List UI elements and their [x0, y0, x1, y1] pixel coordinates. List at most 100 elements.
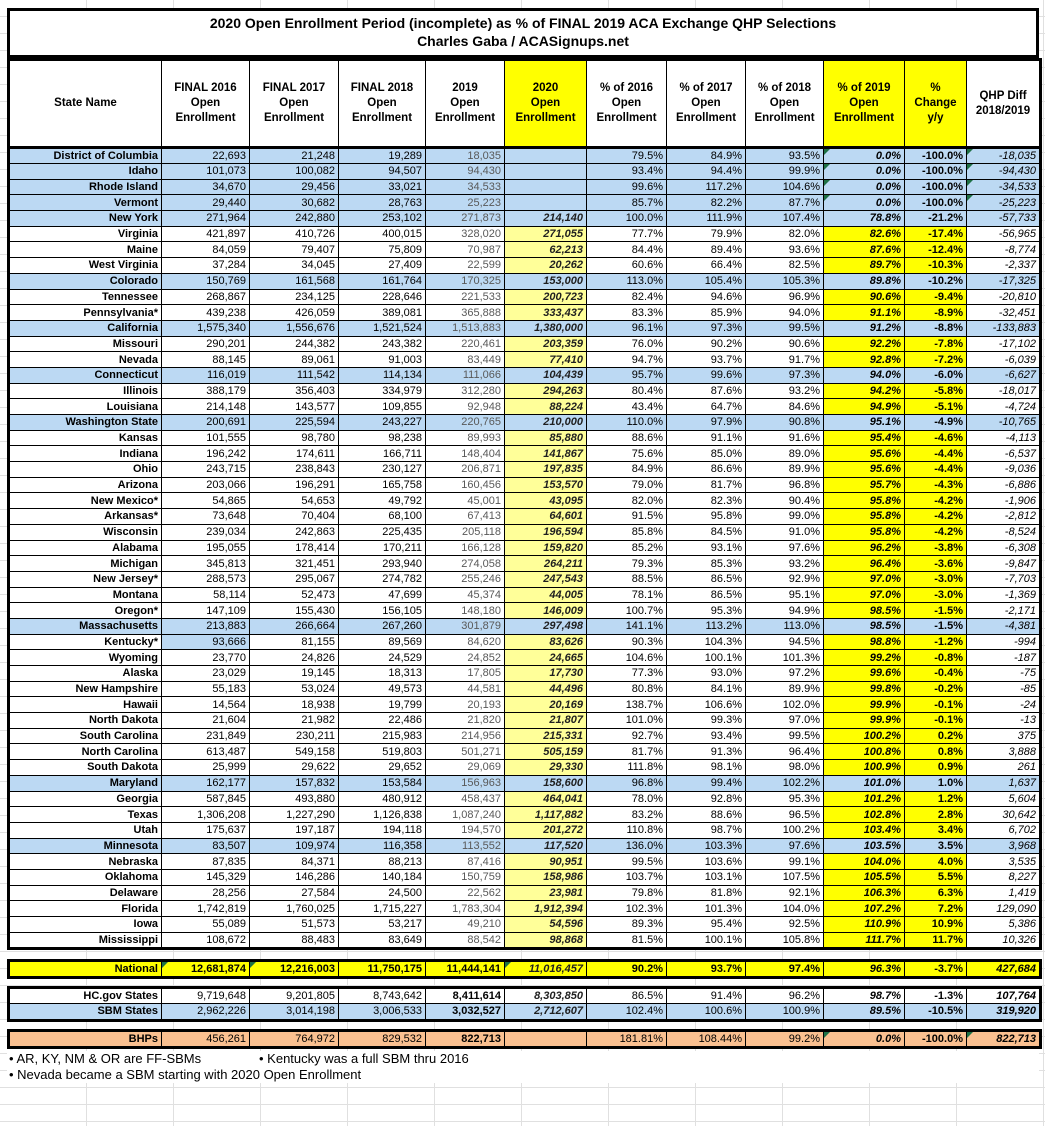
cell-pct-of-2016[interactable]: 99.5%	[586, 853, 667, 870]
cell-oe-2020[interactable]: 197,835	[504, 461, 587, 478]
cell-pct-of-2018[interactable]: 96.5%	[745, 806, 824, 823]
cell-final-2016[interactable]: 83,507	[161, 837, 250, 855]
cell-state-name[interactable]: Mississippi	[8, 931, 162, 949]
cell-pct-of-2018[interactable]: 89.9%	[745, 680, 824, 698]
cell-oe-2020[interactable]	[504, 194, 587, 212]
cell-final-2016[interactable]: 1,575,340	[161, 319, 250, 337]
cell-final-2017[interactable]: 174,611	[249, 445, 339, 463]
cell-state-name[interactable]: Missouri	[8, 335, 162, 353]
cell-pct-of-2019[interactable]: 97.0%	[823, 570, 905, 588]
cell-oe-2019[interactable]: 328,020	[425, 225, 505, 243]
cell-oe-2019[interactable]: 205,118	[425, 523, 505, 541]
cell-oe-2019[interactable]: 84,620	[425, 633, 505, 651]
cell-state-name[interactable]: Pennsylvania*	[8, 304, 162, 321]
cell-pct-of-2017[interactable]: 95.4%	[666, 916, 746, 933]
cell-pct-of-2019[interactable]: 102.8%	[823, 806, 905, 823]
cell-pct-of-2016[interactable]: 100.0%	[586, 210, 667, 227]
cell-pct-of-2019[interactable]: 0.0%	[823, 1029, 905, 1048]
cell-pct-of-2016[interactable]: 79.8%	[586, 884, 667, 902]
cell-pct-of-2017[interactable]: 101.3%	[666, 900, 746, 917]
cell-pct-of-2016[interactable]: 80.8%	[586, 680, 667, 698]
cell-final-2016[interactable]: 28,256	[161, 884, 250, 902]
cell-pct-of-2019[interactable]: 92.2%	[823, 335, 905, 353]
cell-final-2017[interactable]: 18,938	[249, 696, 339, 714]
cell-oe-2019[interactable]: 21,820	[425, 712, 505, 729]
cell-pct-change-yy[interactable]: -10.3%	[904, 257, 967, 274]
cell-final-2016[interactable]: 271,964	[161, 210, 250, 227]
cell-pct-of-2019[interactable]: 98.8%	[823, 633, 905, 651]
cell-pct-change-yy[interactable]: 2.8%	[904, 806, 967, 823]
cell-qhp-diff-2018-2019[interactable]: -9,036	[966, 461, 1041, 478]
cell-pct-change-yy[interactable]: -5.1%	[904, 398, 967, 415]
cell-pct-of-2019[interactable]: 95.6%	[823, 445, 905, 463]
cell-state-name[interactable]: Virginia	[8, 225, 162, 243]
cell-pct-change-yy[interactable]: -4.2%	[904, 492, 967, 510]
cell-oe-2019[interactable]: 89,993	[425, 429, 505, 447]
cell-pct-of-2016[interactable]: 90.3%	[586, 633, 667, 651]
cell-oe-2020[interactable]: 43,095	[504, 492, 587, 510]
cell-pct-change-yy[interactable]: 3.4%	[904, 821, 967, 839]
cell-final-2018[interactable]: 22,486	[338, 712, 426, 729]
cell-qhp-diff-2018-2019[interactable]: -7,703	[966, 570, 1041, 588]
cell-pct-of-2017[interactable]: 99.4%	[666, 774, 746, 792]
cell-pct-of-2019[interactable]: 100.8%	[823, 743, 905, 761]
cell-state-name[interactable]: Oregon*	[8, 602, 162, 619]
cell-pct-of-2018[interactable]: 107.5%	[745, 868, 824, 886]
cell-oe-2020[interactable]: 2,712,607	[504, 1003, 587, 1021]
cell-pct-of-2019[interactable]: 101.2%	[823, 790, 905, 808]
cell-pct-of-2018[interactable]: 84.6%	[745, 398, 824, 415]
cell-oe-2020[interactable]: 64,601	[504, 508, 587, 525]
cell-pct-of-2017[interactable]: 93.7%	[666, 959, 746, 978]
cell-pct-change-yy[interactable]: 11.7%	[904, 931, 967, 949]
cell-pct-change-yy[interactable]: -4.2%	[904, 508, 967, 525]
cell-state-name[interactable]: Minnesota	[8, 837, 162, 855]
cell-qhp-diff-2018-2019[interactable]: 30,642	[966, 806, 1041, 823]
cell-final-2018[interactable]: 215,983	[338, 727, 426, 745]
cell-pct-of-2018[interactable]: 94.0%	[745, 304, 824, 321]
cell-oe-2019[interactable]: 220,765	[425, 414, 505, 431]
cell-state-name[interactable]: Wyoming	[8, 649, 162, 666]
cell-pct-of-2018[interactable]: 113.0%	[745, 617, 824, 635]
cell-state-name[interactable]: Tennessee	[8, 288, 162, 306]
cell-state-name[interactable]: Michigan	[8, 555, 162, 572]
cell-pct-of-2017[interactable]: 82.2%	[666, 194, 746, 212]
cell-oe-2019[interactable]: 148,180	[425, 602, 505, 619]
cell-pct-of-2016[interactable]: 81.5%	[586, 931, 667, 949]
cell-oe-2019[interactable]: 156,963	[425, 774, 505, 792]
cell-qhp-diff-2018-2019[interactable]: -133,883	[966, 319, 1041, 337]
cell-final-2017[interactable]: 356,403	[249, 382, 339, 400]
cell-pct-change-yy[interactable]: -100.0%	[904, 163, 967, 180]
cell-pct-of-2019[interactable]: 99.8%	[823, 680, 905, 698]
cell-pct-of-2019[interactable]: 87.6%	[823, 241, 905, 259]
cell-oe-2019[interactable]: 45,374	[425, 586, 505, 604]
cell-final-2016[interactable]: 145,329	[161, 868, 250, 886]
cell-qhp-diff-2018-2019[interactable]: 8,227	[966, 868, 1041, 886]
cell-final-2016[interactable]: 196,242	[161, 445, 250, 463]
cell-qhp-diff-2018-2019[interactable]: -57,733	[966, 210, 1041, 227]
cell-final-2016[interactable]: 84,059	[161, 241, 250, 259]
cell-state-name[interactable]: Louisiana	[8, 398, 162, 415]
cell-oe-2020[interactable]: 21,807	[504, 712, 587, 729]
cell-qhp-diff-2018-2019[interactable]: -1,369	[966, 586, 1041, 604]
cell-state-name[interactable]: HC.gov States	[8, 986, 162, 1005]
cell-pct-of-2019[interactable]: 98.7%	[823, 986, 905, 1005]
cell-final-2018[interactable]: 49,573	[338, 680, 426, 698]
cell-pct-change-yy[interactable]: -3.0%	[904, 570, 967, 588]
cell-final-2016[interactable]: 34,670	[161, 178, 250, 196]
cell-pct-of-2017[interactable]: 93.7%	[666, 351, 746, 368]
cell-oe-2020[interactable]: 104,439	[504, 366, 587, 384]
cell-pct-of-2017[interactable]: 88.6%	[666, 806, 746, 823]
cell-pct-of-2019[interactable]: 0.0%	[823, 163, 905, 180]
cell-pct-of-2018[interactable]: 91.7%	[745, 351, 824, 368]
cell-final-2018[interactable]: 165,758	[338, 476, 426, 494]
cell-pct-change-yy[interactable]: -3.6%	[904, 555, 967, 572]
cell-oe-2020[interactable]: 77,410	[504, 351, 587, 368]
cell-final-2016[interactable]: 345,813	[161, 555, 250, 572]
cell-oe-2020[interactable]: 196,594	[504, 523, 587, 541]
cell-pct-of-2016[interactable]: 104.6%	[586, 649, 667, 666]
cell-pct-of-2019[interactable]: 94.0%	[823, 366, 905, 384]
cell-pct-of-2016[interactable]: 92.7%	[586, 727, 667, 745]
cell-final-2017[interactable]: 79,407	[249, 241, 339, 259]
cell-final-2017[interactable]: 81,155	[249, 633, 339, 651]
cell-pct-of-2016[interactable]: 77.7%	[586, 225, 667, 243]
